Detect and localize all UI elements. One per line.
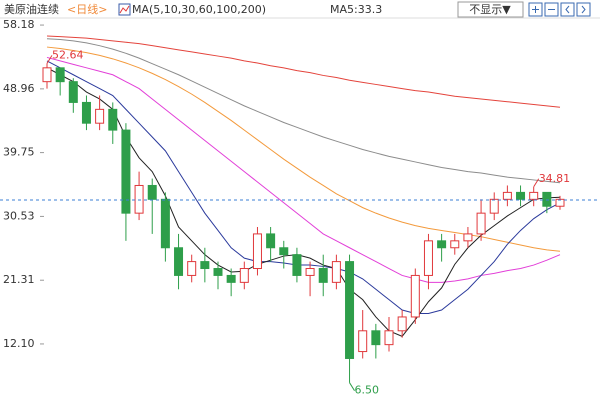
zoom-button[interactable]	[528, 2, 543, 17]
candle-body	[437, 240, 447, 249]
candle-body	[384, 330, 394, 346]
candle-body	[42, 67, 52, 83]
candle-body	[55, 67, 65, 83]
ma-line	[46, 46, 561, 252]
candle-body	[239, 268, 249, 283]
ma-line	[46, 60, 561, 314]
prev-button[interactable]	[560, 2, 575, 17]
candle-body	[108, 108, 118, 131]
instrument-name: 美原油连续	[4, 2, 59, 16]
toggle-button-label: 不显示▼	[469, 3, 511, 16]
candle-body	[502, 191, 512, 200]
annotation-leader	[349, 382, 355, 391]
candle-body	[410, 274, 420, 318]
ma-line	[46, 67, 561, 337]
toolbar	[528, 2, 591, 17]
ma-readout: MA5:33.3	[330, 3, 382, 16]
candle-body	[226, 274, 236, 283]
icon	[581, 5, 586, 14]
candle-body	[331, 261, 341, 283]
annotation-leader	[46, 55, 53, 64]
candle-body	[213, 268, 223, 276]
period[interactable]: <日线>	[67, 2, 107, 16]
candle-body	[305, 268, 315, 276]
candle-body	[134, 184, 144, 214]
icon	[565, 5, 570, 14]
next-button[interactable]	[576, 2, 591, 17]
candle-body	[200, 261, 210, 270]
candle-body	[516, 191, 526, 200]
candle-body	[174, 247, 184, 276]
indicator: MA(5,10,30,60,100,200)	[132, 3, 266, 16]
candle-body	[68, 81, 78, 103]
candle-body	[555, 198, 565, 207]
candle-body	[397, 316, 407, 332]
candle-body	[121, 129, 131, 214]
icon	[532, 6, 539, 13]
candle-body	[489, 198, 499, 214]
shrink-button[interactable]	[544, 2, 559, 17]
toggle-button[interactable]	[457, 1, 524, 18]
candle-body	[529, 191, 539, 200]
candle-body	[187, 261, 197, 276]
candle-body	[423, 240, 433, 276]
price-annotation: 6.50	[355, 384, 380, 397]
y-tick-label: 21.31	[3, 273, 35, 286]
ma-line	[46, 56, 561, 283]
price-annotation: 34.81	[539, 172, 571, 185]
y-tick-label: 39.75	[3, 146, 35, 159]
candle-body	[450, 240, 460, 249]
candle-body	[476, 212, 486, 235]
candle-body	[542, 191, 552, 207]
candle-body	[95, 108, 105, 124]
indicator-icon-line	[119, 5, 130, 14]
y-tick-label: 48.96	[3, 82, 35, 95]
y-tick-label: 12.10	[3, 337, 35, 350]
y-tick-label: 58.18	[3, 18, 35, 31]
candle-body	[358, 330, 368, 353]
candle-body	[252, 233, 262, 270]
candle-body	[318, 268, 328, 283]
candle-body	[279, 247, 289, 256]
candle-body	[160, 198, 170, 249]
candle-body	[147, 184, 157, 200]
candle-body	[266, 233, 276, 249]
ma-line	[46, 35, 561, 108]
candle-body	[371, 330, 381, 346]
price-annotation: 52.64	[52, 48, 84, 61]
candle-body	[292, 254, 302, 276]
candle-body	[81, 101, 91, 124]
y-tick-label: 30.53	[3, 209, 35, 222]
candle-body	[463, 233, 473, 242]
candle-body	[345, 261, 355, 359]
annotation-leader	[533, 178, 540, 188]
ma-line	[46, 38, 561, 184]
